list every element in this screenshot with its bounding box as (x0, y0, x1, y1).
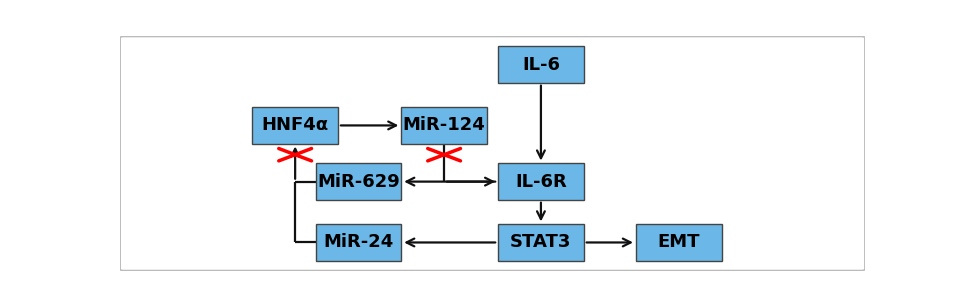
FancyBboxPatch shape (498, 224, 583, 261)
Text: EMT: EMT (657, 233, 700, 251)
Text: MiR-24: MiR-24 (323, 233, 394, 251)
FancyBboxPatch shape (315, 224, 402, 261)
FancyBboxPatch shape (253, 107, 338, 143)
FancyBboxPatch shape (402, 107, 487, 143)
FancyBboxPatch shape (636, 224, 722, 261)
FancyBboxPatch shape (315, 164, 402, 200)
Text: HNF4α: HNF4α (261, 116, 329, 134)
FancyBboxPatch shape (120, 36, 865, 271)
Text: IL-6: IL-6 (522, 56, 560, 74)
Text: MiR-124: MiR-124 (403, 116, 485, 134)
Text: MiR-629: MiR-629 (317, 173, 400, 191)
FancyBboxPatch shape (498, 164, 583, 200)
Text: STAT3: STAT3 (510, 233, 572, 251)
Text: IL-6R: IL-6R (515, 173, 567, 191)
FancyBboxPatch shape (498, 47, 583, 83)
